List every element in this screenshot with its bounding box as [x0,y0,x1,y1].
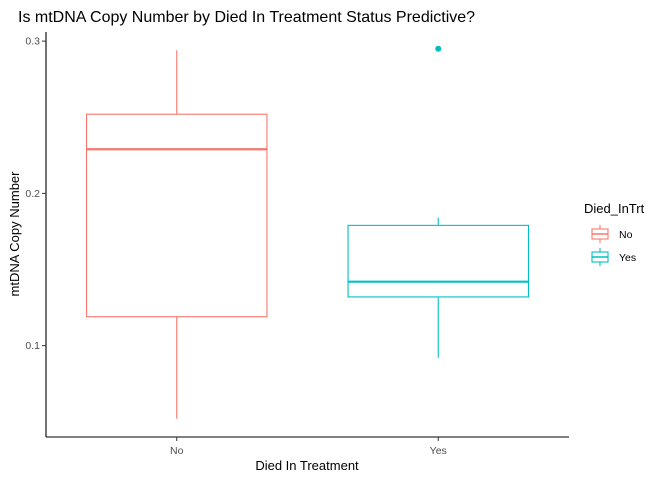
chart-title: Is mtDNA Copy Number by Died In Treatmen… [18,9,475,26]
x-tick-label: No [170,445,184,457]
x-axis-title: Died In Treatment [255,458,359,473]
box-iqr [85,113,268,318]
legend-label: Yes [619,252,636,264]
x-tick-label: Yes [430,445,447,457]
legend-label: No [619,229,633,241]
boxplot-yes [347,45,530,358]
plot-area [85,45,530,419]
y-tick-label: 0.2 [25,188,40,200]
legend-title: Died_InTrt [584,201,645,216]
y-tick-label: 0.1 [25,340,40,352]
y-axis-ticks: 0.1 0.2 0.3 [25,36,46,352]
x-axis-ticks: No Yes [170,437,447,457]
legend: Died_InTrt No Yes [584,201,645,266]
legend-key-yes [591,248,609,266]
boxplot-no [85,50,268,419]
y-tick-label: 0.3 [25,36,40,48]
box-iqr [347,224,530,298]
y-axis-title: mtDNA Copy Number [7,171,22,297]
legend-key-no [591,225,609,243]
outlier-point [435,45,442,52]
